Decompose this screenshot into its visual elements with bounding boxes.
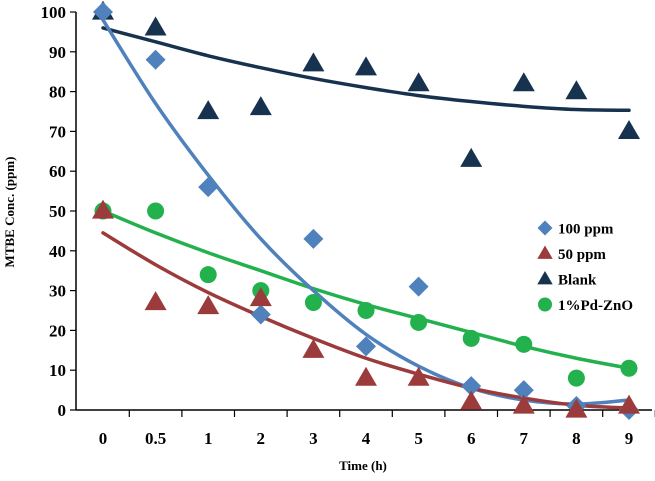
legend-marker: [537, 245, 553, 259]
data-point-1: [407, 366, 430, 386]
data-point-2: [144, 16, 167, 36]
x-tick-label: 4: [362, 429, 371, 448]
y-tick-label: 70: [49, 122, 66, 141]
data-point-1: [197, 295, 220, 315]
trendline-1: [101, 231, 631, 410]
legend-label: 1%Pd-ZnO: [558, 298, 633, 314]
data-point-0: [408, 276, 429, 297]
data-point-2: [407, 72, 430, 92]
y-tick-label: 60: [49, 162, 66, 181]
x-tick-label: 8: [572, 429, 581, 448]
y-tick-label: 80: [49, 83, 66, 102]
y-tick-label: 10: [49, 361, 66, 380]
legend-marker: [537, 271, 553, 285]
data-point-1: [460, 390, 483, 410]
data-point-1: [249, 287, 272, 307]
data-point-2: [355, 56, 377, 76]
legend-label: Blank: [558, 273, 597, 289]
data-point-3: [304, 294, 322, 312]
data-point-2: [565, 80, 588, 100]
data-point-3: [620, 359, 638, 377]
y-tick-label: 50: [49, 202, 66, 221]
data-point-3: [567, 369, 585, 387]
legend: 100 ppm 50 ppm Blank 1%Pd-ZnO: [537, 220, 633, 314]
data-point-0: [513, 380, 534, 401]
y-tick-label: 90: [49, 43, 66, 62]
axes: [70, 11, 655, 417]
legend-marker: [537, 220, 553, 236]
data-point-2: [197, 100, 220, 120]
x-tick-label: 5: [414, 429, 423, 448]
data-point-1: [92, 199, 114, 219]
data-point-1: [302, 338, 325, 358]
tick-labels: 0 10 20 30 40 50 60 70 80 90 100 0 0.5 1 2 3 4 5 6 7 8 9: [41, 3, 634, 448]
legend-marker: [538, 297, 552, 312]
data-point-2: [249, 96, 272, 116]
data-point-1: [355, 366, 377, 386]
data-point-3: [147, 202, 165, 220]
x-tick-label: 3: [309, 429, 318, 448]
data-point-0: [198, 177, 219, 198]
data-point-1: [565, 398, 588, 418]
data-point-1: [512, 394, 535, 414]
x-tick-label: 1: [204, 429, 213, 448]
y-axis-title: MTBE Conc. (ppm): [2, 157, 17, 268]
y-tick-label: 40: [49, 242, 66, 261]
trendline-0: [101, 18, 631, 406]
data-point-0: [145, 49, 166, 70]
data-point-0: [461, 376, 482, 397]
x-axis-title: Time (h): [339, 458, 387, 473]
data-point-3: [199, 266, 217, 284]
y-tick-label: 20: [49, 321, 66, 340]
data-point-0: [93, 2, 113, 22]
x-tick-label: 7: [520, 429, 529, 448]
data-point-2: [618, 120, 640, 139]
x-tick-label: 0.5: [145, 429, 166, 448]
data-point-3: [410, 313, 428, 331]
data-point-2: [302, 52, 325, 72]
data-point-2: [460, 147, 483, 167]
data-point-0: [356, 336, 376, 357]
x-tick-label: 9: [625, 429, 634, 448]
legend-label: 100 ppm: [558, 222, 614, 238]
y-tick-label: 0: [58, 401, 67, 420]
x-tick-label: 2: [257, 429, 266, 448]
legend-label: 50 ppm: [558, 247, 606, 263]
x-tick-label: 0: [99, 429, 108, 448]
markers: [92, 0, 640, 420]
x-tick-label: 6: [467, 429, 476, 448]
data-point-3: [357, 302, 375, 319]
data-point-1: [144, 291, 167, 311]
y-tick-label: 100: [41, 3, 67, 22]
data-point-1: [618, 394, 640, 414]
data-point-0: [303, 228, 324, 249]
data-point-3: [462, 329, 480, 347]
data-point-3: [515, 335, 533, 353]
y-tick-label: 30: [49, 282, 66, 301]
data-point-0: [250, 304, 271, 325]
data-point-2: [512, 72, 535, 92]
trendline-2: [101, 26, 631, 113]
